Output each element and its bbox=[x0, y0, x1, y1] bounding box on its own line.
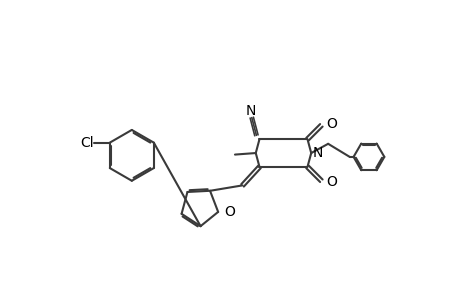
Text: O: O bbox=[325, 117, 336, 131]
Text: O: O bbox=[325, 175, 336, 189]
Text: O: O bbox=[224, 205, 235, 219]
Text: Cl: Cl bbox=[80, 136, 94, 150]
Text: N: N bbox=[312, 146, 323, 160]
Text: N: N bbox=[245, 104, 256, 118]
